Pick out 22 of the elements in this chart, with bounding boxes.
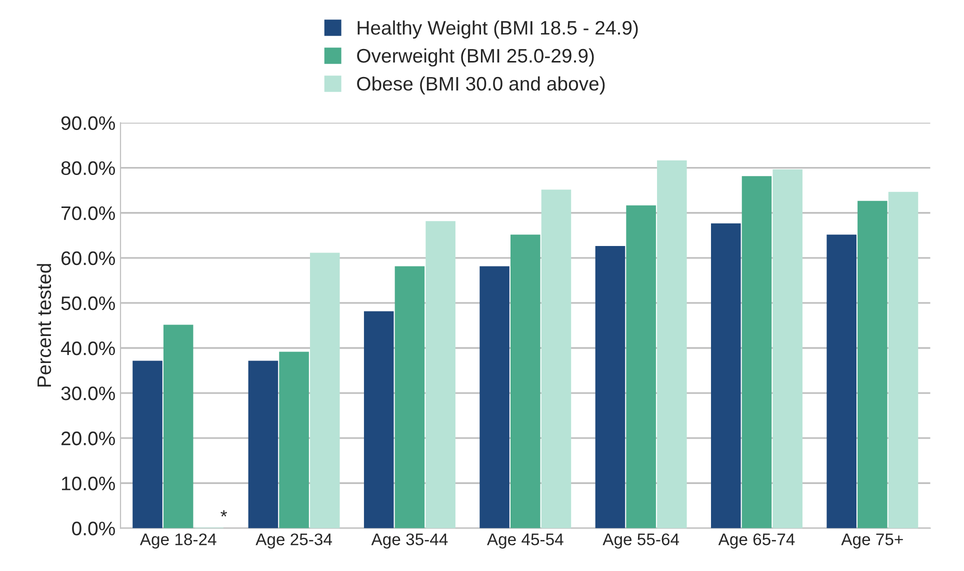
y-tick-label: 0.0% <box>72 522 115 536</box>
legend-label: Overweight (BMI 25.0-29.9) <box>357 48 594 67</box>
legend-label: Obese (BMI 30.0 and above) <box>357 76 605 94</box>
x-tick-label: Age 55-64 <box>602 533 680 549</box>
y-tick-label: 70.0% <box>62 206 115 220</box>
y-tick-label: 40.0% <box>60 341 115 356</box>
annotation: * <box>220 510 228 517</box>
y-tick-label: 80.0% <box>61 161 115 176</box>
x-tick-label: Age 25-34 <box>256 533 332 549</box>
y-tick-label: 20.0% <box>61 432 115 446</box>
y-axis-title: Percent tested <box>36 264 52 387</box>
y-tick-label: 60.0% <box>61 251 115 266</box>
x-tick-label: Age 75+ <box>841 534 903 549</box>
x-tick-label: Age 45-54 <box>486 534 564 549</box>
y-tick-label: 10.0% <box>62 476 115 490</box>
x-tick-label: Age 65-74 <box>718 533 795 549</box>
y-tick-label: 50.0% <box>61 296 115 310</box>
legend-label: Healthy Weight (BMI 18.5 - 24.9) <box>358 20 638 39</box>
y-tick-label: 90.0% <box>61 116 115 130</box>
x-tick-label: Age 35-44 <box>371 533 448 549</box>
y-tick-label: 30.0% <box>61 386 115 400</box>
x-tick-label: Age 18-24 <box>140 533 216 549</box>
